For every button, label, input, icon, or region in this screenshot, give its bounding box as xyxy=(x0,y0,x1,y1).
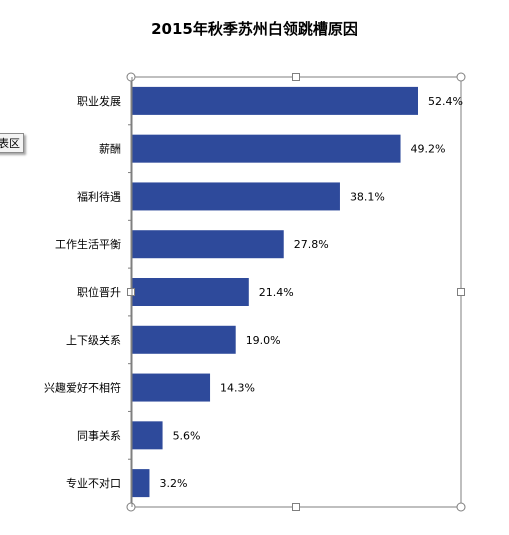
data-label: 3.2% xyxy=(159,477,187,490)
data-label: 19.0% xyxy=(246,334,281,347)
selection-handles[interactable] xyxy=(126,72,466,512)
category-label: 薪酬 xyxy=(99,143,121,156)
bar-8[interactable] xyxy=(132,469,150,498)
bar-5[interactable] xyxy=(132,325,236,354)
resize-handle-corner[interactable] xyxy=(456,72,466,82)
category-label: 同事关系 xyxy=(77,428,121,442)
bar-4[interactable] xyxy=(132,278,249,306)
resize-handle-edge[interactable] xyxy=(292,503,300,511)
chart-title: 2015年秋季苏州白领跳槽原因 xyxy=(151,20,358,38)
data-label: 27.8% xyxy=(294,238,329,251)
category-label: 福利待遇 xyxy=(77,189,121,203)
category-label: 专业不对口 xyxy=(66,476,121,490)
category-label: 职业发展 xyxy=(77,94,121,108)
resize-handle-corner[interactable] xyxy=(456,502,466,512)
category-label: 职位晋升 xyxy=(77,285,121,299)
bar-1[interactable] xyxy=(132,134,401,163)
bar-0[interactable] xyxy=(132,86,418,115)
category-label: 上下级关系 xyxy=(66,333,121,347)
chart-area-tooltip: 表区 xyxy=(0,133,24,153)
resize-handle-edge[interactable] xyxy=(127,288,135,296)
bars-group xyxy=(132,86,418,498)
bar-2[interactable] xyxy=(132,182,340,211)
resize-handle-corner[interactable] xyxy=(126,72,136,82)
resize-handle-edge[interactable] xyxy=(457,288,465,296)
data-label: 38.1% xyxy=(350,190,385,203)
bar-7[interactable] xyxy=(132,421,163,450)
category-label: 兴趣爱好不相符 xyxy=(44,381,121,395)
data-label: 49.2% xyxy=(411,143,446,156)
bar-3[interactable] xyxy=(132,230,284,259)
bar-6[interactable] xyxy=(132,373,211,402)
data-label: 5.6% xyxy=(173,429,201,442)
category-label: 工作生活平衡 xyxy=(55,237,121,251)
labels-group: 职业发展 52.4% 薪酬 49.2% 福利待遇 38.1% 工作生活平衡 27.8% 职位晋升… xyxy=(44,94,463,490)
data-label: 52.4% xyxy=(428,95,463,108)
resize-handle-corner[interactable] xyxy=(126,502,136,512)
data-label: 21.4% xyxy=(259,286,294,299)
data-label: 14.3% xyxy=(220,382,255,395)
resize-handle-edge[interactable] xyxy=(292,73,300,81)
